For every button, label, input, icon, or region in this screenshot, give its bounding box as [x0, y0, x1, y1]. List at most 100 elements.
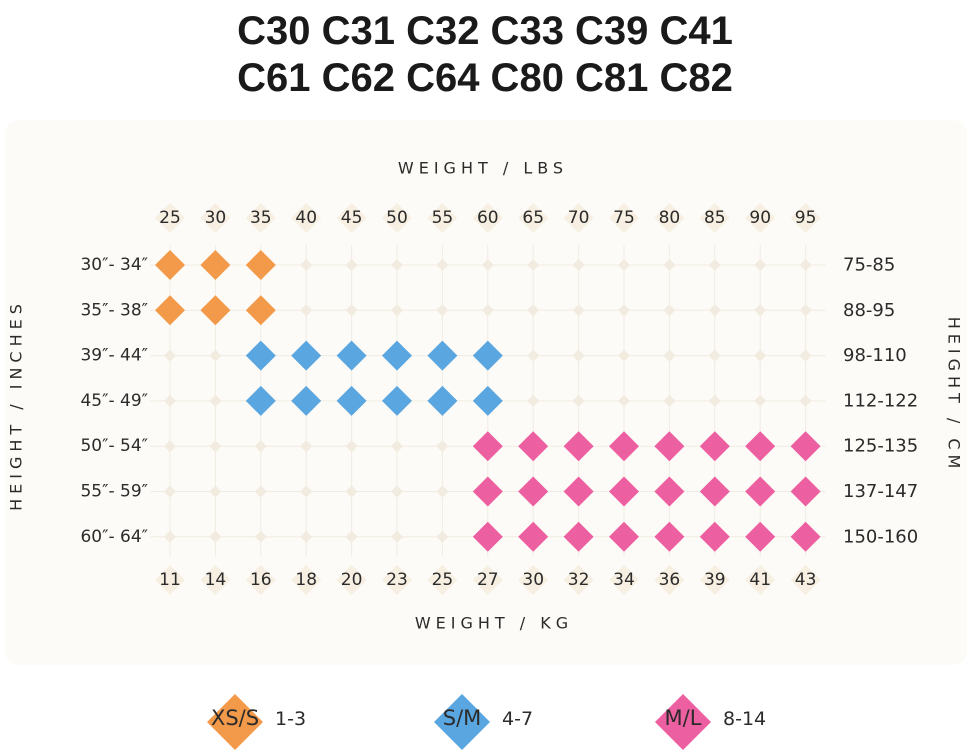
tick-bg-lbs: [427, 203, 458, 233]
tick-bg-kg: [245, 565, 276, 595]
tick-bg-kg: [472, 565, 503, 595]
cell-empty: [391, 259, 403, 271]
x-tick-kg-27: 27: [477, 570, 499, 590]
tick-bg-kg: [518, 565, 549, 595]
y-axis-title-right: HEIGHT / CM: [945, 317, 964, 474]
x-tick-lbs-85: 85: [704, 208, 726, 228]
cell-m-l: [699, 521, 730, 552]
cell-xs-s: [155, 250, 185, 280]
cell-empty: [663, 304, 676, 317]
y-axis-title-left: HEIGHT / INCHES: [7, 299, 26, 511]
tick-bg-kg: [291, 565, 322, 595]
cell-m-l: [745, 431, 776, 462]
tick-bg-lbs: [382, 203, 412, 233]
cell-empty: [754, 349, 767, 362]
x-tick-kg-16: 16: [250, 570, 272, 590]
x-tick-lbs-45: 45: [341, 208, 363, 228]
cell-m-l: [472, 521, 503, 552]
legend-diamond-m-l: [653, 692, 713, 752]
cell-empty: [481, 259, 494, 271]
y-tick-inches-2: 39″- 44″: [80, 346, 148, 366]
chart-title-line-2: C61 C62 C64 C80 C81 C82: [237, 56, 733, 100]
tick-bg-lbs: [518, 203, 549, 233]
y-tick-inches-1: 35″- 38″: [80, 300, 148, 320]
cell-empty: [572, 349, 585, 362]
cell-m-l: [790, 476, 821, 507]
cell-xs-s: [245, 250, 276, 280]
y-tick-cm-5: 137-147: [843, 481, 918, 502]
cell-m-l: [472, 476, 503, 507]
x-tick-lbs-25: 25: [159, 208, 181, 228]
cell-s-m: [336, 340, 367, 371]
x-tick-kg-20: 20: [341, 570, 363, 590]
cell-empty: [618, 259, 630, 271]
cell-empty: [527, 304, 540, 317]
y-tick-inches-4: 50″- 54″: [80, 436, 148, 456]
x-tick-kg-32: 32: [568, 570, 590, 590]
cell-empty: [436, 530, 449, 543]
cell-m-l: [745, 476, 776, 507]
cell-s-m: [472, 385, 503, 416]
cell-empty: [527, 349, 540, 362]
cell-empty: [708, 304, 721, 317]
cell-xs-s: [245, 295, 276, 326]
cell-empty: [164, 394, 176, 407]
cell-empty: [708, 394, 721, 407]
cell-empty: [164, 530, 176, 543]
cell-empty: [481, 304, 494, 317]
cell-s-m: [382, 340, 412, 371]
cell-empty: [254, 485, 267, 498]
cell-m-l: [654, 431, 685, 462]
tick-bg-lbs: [745, 203, 776, 233]
x-tick-lbs-80: 80: [659, 208, 681, 228]
cell-empty: [663, 349, 676, 362]
tick-bg-lbs: [609, 203, 639, 233]
y-tick-inches-6: 60″- 64″: [80, 527, 148, 547]
tick-bg-kg: [609, 565, 639, 595]
legend-range-xs-s: 1-3: [275, 708, 307, 730]
cell-empty: [708, 259, 721, 271]
x-tick-kg-39: 39: [704, 570, 726, 590]
x-tick-kg-18: 18: [295, 570, 317, 590]
cell-empty: [345, 259, 358, 271]
tick-bg-kg: [699, 565, 730, 595]
cell-empty: [572, 304, 585, 317]
cell-m-l: [654, 476, 685, 507]
legend-label-s-m: S/M: [442, 706, 482, 730]
cell-m-l: [518, 476, 549, 507]
cell-m-l: [609, 521, 639, 552]
cell-empty: [754, 394, 767, 407]
tick-bg-lbs: [563, 203, 594, 233]
cell-empty: [300, 485, 313, 498]
x-tick-lbs-30: 30: [205, 208, 227, 228]
cell-empty: [300, 259, 313, 271]
cell-empty: [436, 304, 449, 317]
x-tick-kg-34: 34: [613, 570, 635, 590]
x-tick-lbs-65: 65: [522, 208, 544, 228]
tick-bg-kg: [790, 565, 821, 595]
legend-diamond-s-m: [432, 692, 492, 752]
cell-empty: [663, 394, 676, 407]
tick-bg-kg: [654, 565, 685, 595]
cell-empty: [663, 259, 676, 271]
cell-empty: [572, 259, 585, 271]
cell-empty: [164, 485, 176, 498]
legend-range-m-l: 8-14: [723, 708, 767, 730]
cell-empty: [300, 530, 313, 543]
size-chart: 25 30 35 40 45 50 55 60 65 70 75 80 85 90 95 11 14 16 18 20…: [7, 159, 964, 633]
cell-empty: [754, 259, 767, 271]
cell-xs-s: [200, 250, 231, 280]
cell-m-l: [563, 431, 594, 462]
cell-s-m: [427, 385, 458, 416]
x-tick-lbs-50: 50: [386, 208, 408, 228]
cell-s-m: [291, 385, 322, 416]
chart-title-line-1: C30 C31 C32 C33 C39 C41: [237, 9, 733, 53]
y-tick-cm-3: 112-122: [843, 390, 918, 411]
x-tick-kg-43: 43: [795, 570, 817, 590]
cell-empty: [209, 530, 222, 543]
tick-bg-lbs: [790, 203, 821, 233]
cell-s-m: [382, 385, 412, 416]
x-tick-lbs-90: 90: [749, 208, 771, 228]
cell-empty: [345, 304, 358, 317]
cell-empty: [345, 530, 358, 543]
